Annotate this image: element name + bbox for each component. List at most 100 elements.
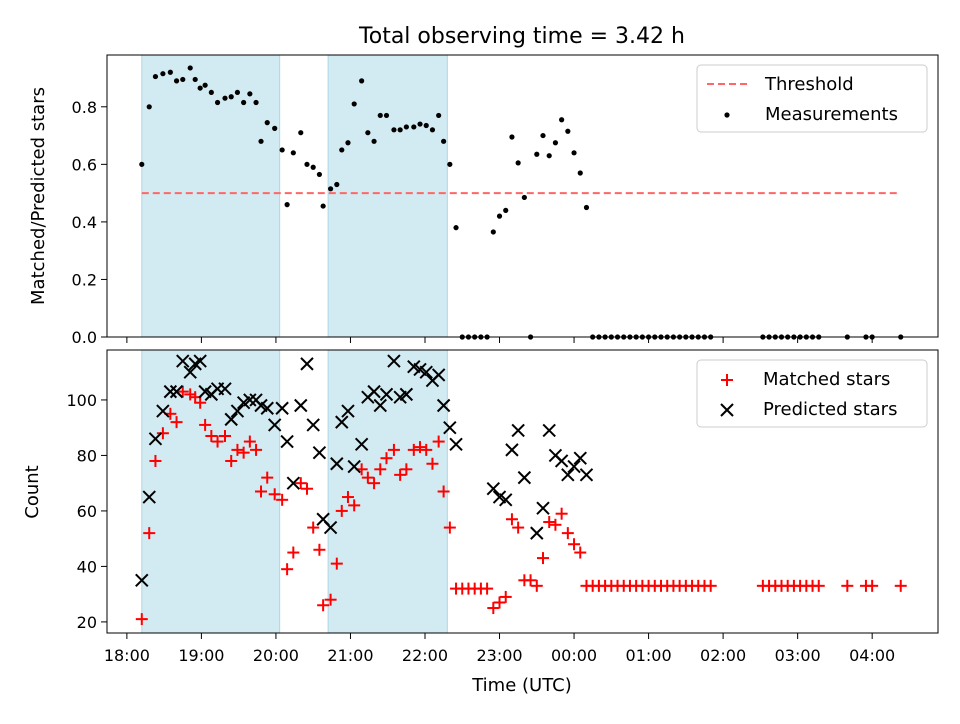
predicted-star-point [142,490,156,504]
matched-star-point [414,441,427,454]
measurement-point [310,164,316,170]
measurement-point [397,127,403,133]
matched-star-point [487,602,500,615]
matched-star-point [276,493,289,506]
matched-star-point [300,482,313,495]
matched-stars-legend-label: Matched stars [763,369,890,390]
measurement-point [241,99,247,106]
matched-star-point [361,471,374,484]
predicted-star-point [169,384,184,399]
measurement-point [503,207,509,213]
x-tick-label: 19:00 [178,646,224,665]
x-tick-label: 03:00 [775,646,821,665]
bottom-y-tick-label: 80 [77,446,97,465]
matched-star-point [313,543,326,556]
predicted-star-point [573,451,587,465]
measurement-point [160,71,166,77]
predicted-star-point [260,401,274,415]
matched-star-point [149,454,162,467]
predicted-star-point [286,476,301,490]
matched-star-point [536,552,549,565]
matched-star-point [481,582,494,595]
measurement-point [202,82,208,88]
measurement-point [228,94,234,100]
matched-star-point [437,485,450,498]
matched-star-point [281,563,294,576]
matched-star-point [307,521,320,534]
measurement-point [436,112,442,119]
matched-star-point [243,435,256,448]
measurement-point [441,138,447,144]
measurement-point [565,128,571,134]
predicted-star-point [294,398,308,413]
top-y-tick-label: 0.6 [72,155,97,174]
measurement-point [167,69,173,75]
predicted-stars-points [135,354,594,587]
measurement-point [298,130,304,136]
predicted-star-point [224,412,238,427]
top-y-tick-label: 0.8 [72,98,97,117]
matched-stars-points [135,385,907,626]
matched-star-point [894,579,907,592]
predicted-star-point [536,501,550,515]
bottom-y-tick-label: 60 [77,502,97,521]
measurement-point [279,147,285,153]
matched-star-point [156,427,169,440]
matched-star-point [568,538,581,551]
measurement-point [453,225,459,231]
matched-star-point [317,599,330,612]
measurement-point [334,181,340,188]
predicted-star-point [230,404,245,418]
matched-star-point [704,579,717,592]
predicted-star-point [341,404,355,418]
matched-star-point [380,452,393,465]
top-y-tick-label: 0.0 [72,328,97,347]
measurement-point [258,138,264,144]
matched-star-point [530,579,543,592]
x-tick-label: 04:00 [849,646,895,665]
predicted-star-point [379,387,394,402]
predicted-star-point [554,454,569,468]
predicted-star-point [176,354,190,368]
measurement-point [272,125,278,131]
predicted-star-point [542,423,556,438]
matched-star-point [348,499,361,512]
matched-star-point [374,463,387,476]
matched-star-point [135,613,148,626]
measurement-point [187,65,193,71]
matched-star-point [512,521,525,534]
predicted-star-point [354,437,369,452]
predicted-star-point [148,432,163,446]
top-chart-title: Total observing time = 3.42 h [358,24,685,49]
measurement-point [192,76,198,83]
matched-star-point [170,416,183,429]
bottom-y-ticks: 20 40 60 80 100 [66,391,107,632]
matched-star-point [237,446,250,459]
bottom-y-tick-label: 40 [77,557,97,576]
matched-star-point [330,557,343,570]
measurement-point [234,89,241,96]
bottom-plot-frame [106,349,939,634]
matched-star-point [176,385,189,398]
measurement-point [253,99,259,106]
bottom-y-tick-label: 100 [66,391,97,410]
predicted-star-point [449,437,463,452]
x-tick-label: 02:00 [700,646,746,665]
measurement-point [197,85,203,91]
measurement-point [534,151,540,157]
bottom-legend-box [696,359,928,428]
bottom-y-tick-label: 20 [77,613,97,632]
matched-star-point [841,579,854,592]
x-tick-label: 18:00 [104,646,150,665]
predicted-star-point [436,398,451,413]
measurements-legend-label: Measurements [765,104,898,125]
x-tick-label: 21:00 [327,646,373,665]
x-tick-label: 23:00 [476,646,522,665]
top-shaded-interval [327,54,448,338]
measurement-point [264,120,270,126]
measurement-point [496,213,503,219]
x-axis-label: Time (UTC) [471,675,572,696]
predicted-star-point [511,423,525,438]
matched-star-point [555,507,568,520]
